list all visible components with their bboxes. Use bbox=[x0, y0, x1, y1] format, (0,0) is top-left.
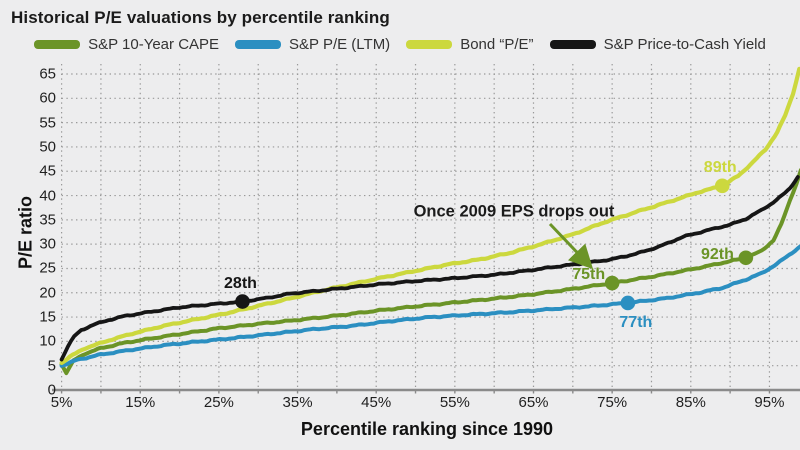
percentile-marker-label: 89th bbox=[703, 158, 737, 176]
y-tick-label: 0 bbox=[47, 381, 56, 399]
y-tick-label: 45 bbox=[39, 162, 56, 180]
x-tick-label: 35% bbox=[282, 394, 313, 411]
series-line bbox=[59, 168, 800, 376]
x-tick-label: 55% bbox=[439, 394, 470, 411]
y-tick-label: 50 bbox=[39, 138, 56, 156]
legend-item-cape: S&P 10-Year CAPE bbox=[34, 36, 219, 53]
x-tick-label: 65% bbox=[518, 394, 549, 411]
percentile-marker-dot bbox=[620, 295, 636, 311]
x-tick-label: 25% bbox=[203, 394, 234, 411]
x-tick-label: 85% bbox=[675, 394, 706, 411]
annotation-arrow bbox=[548, 222, 594, 270]
cash-line-swatch-icon bbox=[549, 40, 596, 49]
x-axis-title: Percentile ranking since 1990 bbox=[300, 419, 554, 439]
chart-title: Historical P/E valuations by percentile … bbox=[11, 8, 390, 27]
percentile-marker-label: 75th bbox=[572, 266, 606, 284]
percentile-marker-dot bbox=[714, 178, 730, 194]
legend-item-bond: Bond “P/E” bbox=[406, 36, 534, 53]
y-tick-label: 5 bbox=[47, 357, 56, 375]
legend-label: S&P P/E (LTM) bbox=[289, 36, 391, 53]
percentile-marker-label: 28th bbox=[224, 274, 257, 292]
cape-line-swatch-icon bbox=[34, 40, 81, 49]
percentile-marker-label: 77th bbox=[619, 313, 653, 331]
percentile-marker-dot bbox=[604, 275, 620, 291]
legend-item-ltm: S&P P/E (LTM) bbox=[235, 36, 390, 53]
percentile-marker-dot bbox=[235, 294, 250, 309]
y-tick-label: 40 bbox=[39, 187, 56, 205]
y-tick-label: 30 bbox=[39, 235, 56, 253]
x-tick-label: 95% bbox=[754, 394, 785, 411]
annotation-text: Once 2009 EPS drops out bbox=[413, 202, 615, 221]
percentile-marker-label: 92th bbox=[700, 245, 734, 263]
legend-item-cash: S&P Price-to-Cash Yield bbox=[549, 36, 766, 53]
legend-label: S&P Price-to-Cash Yield bbox=[603, 36, 766, 53]
y-tick-label: 25 bbox=[39, 259, 56, 277]
y-tick-label: 20 bbox=[39, 284, 56, 302]
x-tick-label: 5% bbox=[50, 394, 73, 411]
x-tick-label: 75% bbox=[597, 394, 628, 411]
series-line bbox=[59, 66, 800, 365]
legend-label: Bond “P/E” bbox=[460, 36, 534, 53]
legend-label: S&P 10-Year CAPE bbox=[88, 36, 220, 53]
y-tick-label: 60 bbox=[39, 89, 56, 107]
x-tick-label: 45% bbox=[361, 394, 392, 411]
y-tick-label: 65 bbox=[39, 65, 56, 83]
series-line bbox=[59, 175, 800, 362]
y-tick-label: 15 bbox=[39, 308, 56, 326]
percentile-marker-dot bbox=[738, 250, 754, 266]
x-tick-label: 15% bbox=[125, 394, 156, 411]
series-line bbox=[59, 244, 800, 368]
y-tick-label: 10 bbox=[39, 332, 56, 350]
y-axis-title: P/E ratio bbox=[15, 195, 36, 270]
legend: S&P 10-Year CAPE S&P P/E (LTM) Bond “P/E… bbox=[0, 36, 800, 53]
bond-line-swatch-icon bbox=[406, 40, 453, 49]
y-tick-label: 35 bbox=[39, 211, 56, 229]
y-tick-label: 55 bbox=[39, 114, 56, 132]
ltm-line-swatch-icon bbox=[235, 40, 282, 49]
